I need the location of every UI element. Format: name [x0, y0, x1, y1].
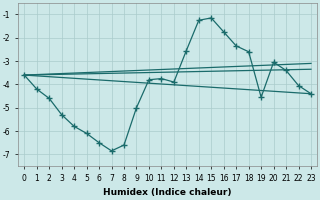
X-axis label: Humidex (Indice chaleur): Humidex (Indice chaleur): [103, 188, 232, 197]
